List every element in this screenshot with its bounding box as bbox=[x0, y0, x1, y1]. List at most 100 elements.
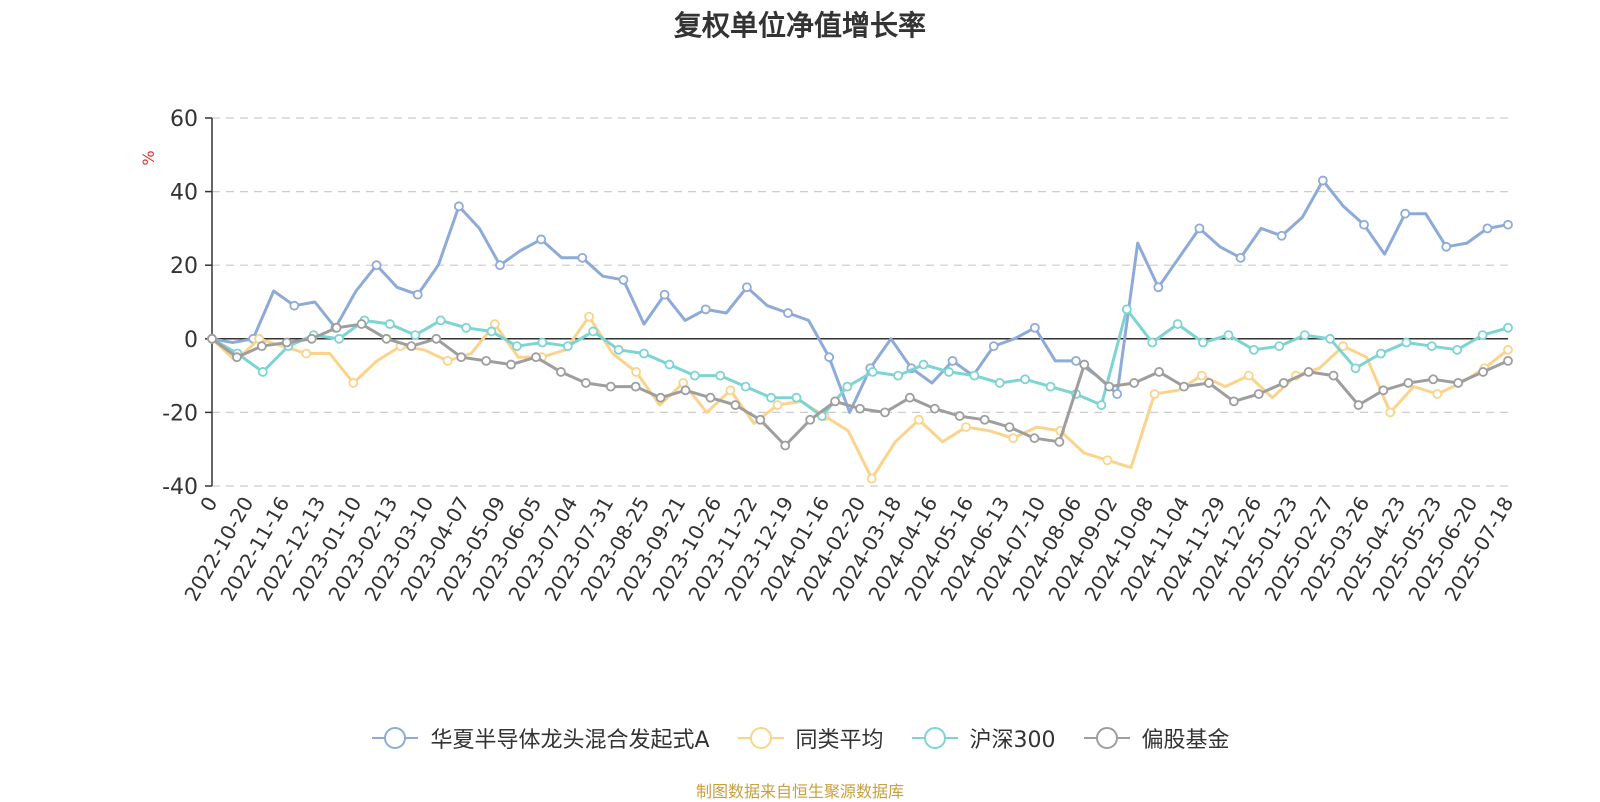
series-point bbox=[1403, 378, 1414, 388]
legend-swatch-icon bbox=[372, 727, 419, 749]
series-point bbox=[780, 440, 791, 451]
series-point bbox=[1054, 436, 1065, 447]
chart-title: 复权单位净值增长率 bbox=[673, 9, 926, 42]
legend-label: 偏股基金 bbox=[1141, 728, 1230, 753]
series-point bbox=[1121, 304, 1132, 315]
series-point bbox=[1179, 381, 1189, 392]
series-point bbox=[562, 341, 573, 352]
legend-label: 华夏半导体龙头混合发起式A bbox=[430, 728, 710, 753]
series-point bbox=[947, 355, 958, 366]
legend-label: 沪深300 bbox=[969, 728, 1056, 753]
series-point bbox=[979, 414, 990, 425]
legend-item[interactable]: 偏股基金 bbox=[1082, 722, 1230, 754]
series-point bbox=[880, 407, 890, 418]
series-point bbox=[348, 378, 359, 388]
legend-item[interactable]: 华夏半导体龙头混合发起式A bbox=[370, 722, 710, 754]
series-point bbox=[453, 201, 464, 212]
legend-swatch-icon bbox=[1083, 727, 1130, 749]
series-point bbox=[664, 359, 675, 370]
series-point bbox=[830, 396, 840, 407]
y-tick-label: -20 bbox=[162, 401, 198, 426]
series-line bbox=[211, 307, 1509, 418]
series-point bbox=[1154, 367, 1164, 377]
series-point bbox=[1353, 400, 1364, 410]
series-point bbox=[1147, 337, 1158, 348]
series-point bbox=[1426, 341, 1437, 352]
series-point bbox=[1503, 219, 1513, 230]
y-tick-label: 60 bbox=[170, 107, 198, 132]
series-point bbox=[281, 337, 292, 348]
series-line bbox=[211, 179, 1509, 414]
series-point bbox=[689, 370, 700, 381]
series-point bbox=[1400, 208, 1411, 219]
series-point bbox=[613, 344, 624, 355]
series-point bbox=[1149, 389, 1160, 399]
series-point bbox=[914, 414, 924, 425]
series-point bbox=[334, 333, 344, 344]
series-point bbox=[639, 348, 649, 359]
series-point bbox=[1196, 370, 1207, 381]
series-point bbox=[256, 341, 267, 352]
series-point bbox=[1299, 330, 1310, 341]
series-point bbox=[605, 381, 616, 392]
series-point bbox=[1328, 370, 1339, 381]
series-point bbox=[766, 392, 776, 403]
series-point bbox=[918, 359, 929, 370]
series-point bbox=[715, 370, 726, 381]
series-point bbox=[1482, 223, 1493, 234]
series-point bbox=[1102, 455, 1113, 466]
series-point bbox=[1194, 223, 1205, 234]
series-point bbox=[442, 355, 453, 366]
series-point bbox=[1503, 322, 1513, 333]
series-point bbox=[1129, 378, 1140, 388]
legend-label: 同类平均 bbox=[795, 728, 884, 753]
series-point bbox=[1478, 367, 1488, 377]
series-point bbox=[969, 370, 980, 381]
series-point bbox=[435, 315, 446, 326]
series-point bbox=[1303, 367, 1314, 377]
series-point bbox=[1359, 219, 1369, 230]
series-point bbox=[1338, 341, 1348, 352]
series-point bbox=[1401, 337, 1412, 348]
legend-item[interactable]: 同类平均 bbox=[736, 722, 884, 754]
legend-item[interactable]: 沪深300 bbox=[910, 722, 1056, 754]
series-point bbox=[655, 392, 666, 403]
series-point bbox=[584, 311, 594, 322]
series-point bbox=[730, 400, 741, 410]
x-tick-label: 0 bbox=[195, 493, 222, 516]
series-point bbox=[461, 322, 472, 333]
series-point bbox=[1503, 344, 1513, 355]
series-point bbox=[306, 333, 317, 344]
series-point bbox=[618, 275, 629, 285]
series-point bbox=[855, 403, 865, 414]
series-point bbox=[1153, 282, 1164, 293]
series-point bbox=[232, 352, 242, 363]
series-point bbox=[1228, 396, 1239, 407]
series-point bbox=[1378, 385, 1389, 396]
series-point bbox=[410, 330, 421, 341]
y-tick-label: 0 bbox=[184, 328, 198, 353]
legend-swatch-icon bbox=[737, 727, 784, 749]
series-point bbox=[356, 319, 367, 329]
series-point bbox=[1198, 337, 1208, 348]
series-point bbox=[289, 300, 300, 311]
series-point bbox=[381, 333, 392, 344]
series-point bbox=[1477, 330, 1488, 341]
series-point bbox=[741, 282, 752, 293]
series-point bbox=[371, 260, 382, 271]
y-tick-label: -40 bbox=[162, 475, 198, 500]
series-point bbox=[456, 352, 467, 363]
series-point bbox=[1235, 252, 1246, 263]
series-point bbox=[1276, 230, 1287, 241]
series-point bbox=[824, 352, 835, 363]
series-point bbox=[1223, 330, 1234, 341]
series-point bbox=[755, 414, 766, 425]
series-point bbox=[1441, 241, 1452, 252]
series-point bbox=[1317, 175, 1328, 186]
series-point bbox=[961, 422, 971, 433]
series-point bbox=[1350, 363, 1361, 374]
series-point bbox=[929, 403, 940, 414]
series-point bbox=[1104, 381, 1115, 392]
series-point bbox=[1248, 344, 1259, 355]
